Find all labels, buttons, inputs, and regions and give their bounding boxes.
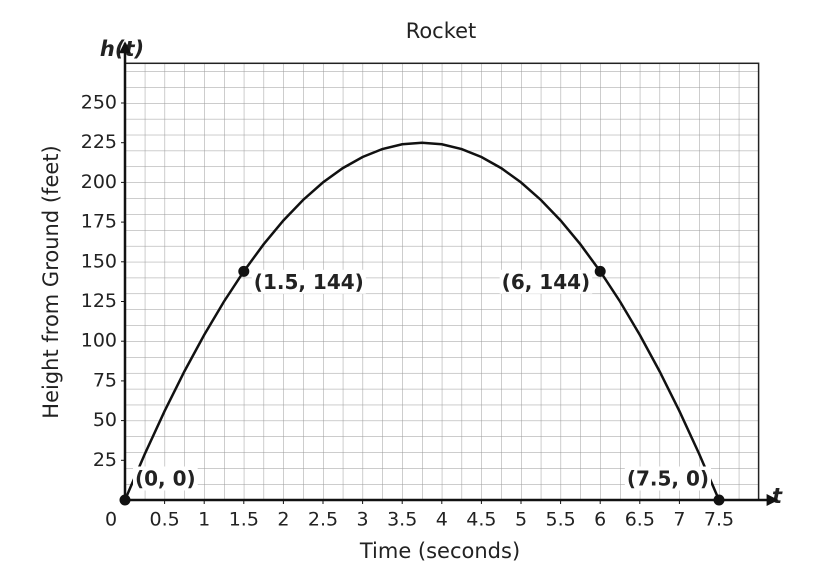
y-tick-label: 250 [81, 92, 117, 114]
point-label-bg [624, 466, 711, 491]
y-tick-label: 25 [93, 449, 117, 471]
y-tick-label: 200 [81, 171, 117, 193]
x-tick-label: 1 [198, 509, 210, 531]
point-label-bg [251, 269, 366, 294]
y-tick-label: 125 [81, 290, 117, 312]
x-tick-label: 7.5 [704, 509, 734, 531]
point-label: (6, 144) [502, 270, 591, 294]
y-tick-label: 150 [81, 250, 117, 272]
x-axis-label: Time (seconds) [359, 539, 520, 563]
x-tick-label: 3.5 [387, 509, 417, 531]
point-label-bg [499, 269, 593, 294]
x-tick-label: 6 [594, 509, 606, 531]
x-tick-label: 0 [105, 509, 117, 531]
x-tick-label: 5 [515, 509, 527, 531]
curve [123, 141, 721, 501]
x-tick-label: 6.5 [625, 509, 655, 531]
y-tick-label: 225 [81, 131, 117, 153]
point-label-bg [133, 466, 198, 491]
y-axis-label: Height from Ground (feet) [39, 145, 63, 418]
x-tick-label: 3 [357, 509, 369, 531]
x-tick-label: 1.5 [229, 509, 259, 531]
y-tick-label: 175 [81, 211, 117, 233]
point [119, 494, 131, 506]
y-tick-label: 50 [93, 409, 117, 431]
x-tick-label: 7 [673, 509, 685, 531]
x-tick-label: 0.5 [149, 509, 179, 531]
y-tick-label: 75 [93, 369, 117, 391]
y-tick-label: 100 [81, 330, 117, 352]
grid [124, 62, 760, 501]
x-tick-label: 2.5 [308, 509, 338, 531]
x-tick-label: 4.5 [466, 509, 496, 531]
x-axis-name: t [772, 484, 783, 508]
point-label: (1.5, 144) [254, 270, 364, 294]
x-tick-label: 2 [277, 509, 289, 531]
chart-title: Rocket [406, 19, 477, 43]
point-label: (7.5, 0) [627, 467, 709, 491]
point [713, 494, 725, 506]
point-label: (0, 0) [135, 467, 196, 491]
x-tick-label: 5.5 [545, 509, 575, 531]
x-tick-label: 4 [436, 509, 448, 531]
y-axis-name: h(t) [100, 37, 144, 61]
point [594, 265, 606, 277]
point [238, 265, 250, 277]
